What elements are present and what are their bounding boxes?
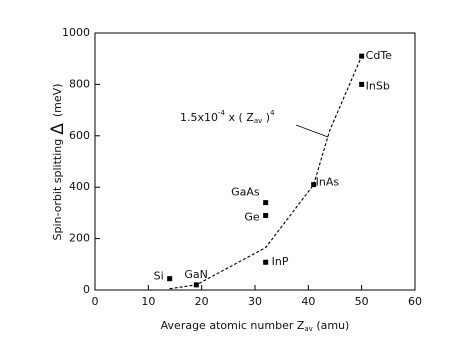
- point-label: InP: [272, 255, 289, 268]
- annotation-part: 1.5x10: [180, 111, 218, 124]
- point-label: InAs: [316, 176, 340, 189]
- y-tick-label: 800: [69, 77, 90, 90]
- point: [263, 212, 269, 218]
- y-tick-label: 1000: [62, 26, 90, 39]
- annotation-part: -4: [218, 109, 226, 117]
- x-tick-label: 10: [141, 295, 155, 308]
- fit-line: [169, 55, 363, 290]
- annotation-part: x ( Z: [225, 111, 254, 124]
- point: [193, 282, 199, 288]
- point: [263, 200, 269, 206]
- point-label: CdTe: [366, 49, 393, 62]
- y-tick-label: 600: [69, 129, 90, 142]
- x-label-sub: av: [304, 325, 312, 333]
- plot-frame: [94, 32, 416, 291]
- point-label: GaN: [184, 268, 208, 281]
- point-label: InSb: [366, 79, 390, 92]
- point-label: GaAs: [231, 186, 260, 199]
- annotation-part: 4: [270, 109, 275, 117]
- point: [311, 182, 317, 188]
- x-tick-label: 20: [195, 295, 209, 308]
- y-label-unit: (meV): [51, 84, 64, 118]
- y-axis-label: Spin-orbit splitting Δ (meV): [48, 84, 68, 241]
- y-label-symbol: Δ: [48, 123, 68, 135]
- x-tick-label: 30: [248, 295, 262, 308]
- x-tick-label: 40: [301, 295, 315, 308]
- y-tick-label: 400: [69, 180, 90, 193]
- x-tick-label: 60: [408, 295, 422, 308]
- y-label-main: Spin-orbit splitting: [51, 139, 64, 241]
- x-axis-label: Average atomic number Zav (amu): [161, 319, 350, 333]
- x-label-unit: (amu): [313, 319, 350, 332]
- x-tick-label: 0: [92, 295, 99, 308]
- annotation-part: av: [254, 117, 262, 125]
- y-tick-label: 200: [69, 232, 90, 245]
- point-label: Ge: [244, 210, 260, 223]
- point: [167, 276, 173, 282]
- x-tick-label: 50: [355, 295, 369, 308]
- point: [359, 53, 365, 59]
- annotation-arrow: [295, 124, 329, 138]
- fit-annotation: 1.5x10-4 x ( Zav )4: [180, 109, 275, 125]
- point-label: Si: [154, 270, 164, 283]
- point: [263, 259, 269, 265]
- annotation-part: ): [262, 111, 270, 124]
- x-label-main: Average atomic number Z: [161, 319, 305, 332]
- y-tick-label: 0: [83, 283, 90, 296]
- point: [359, 81, 365, 87]
